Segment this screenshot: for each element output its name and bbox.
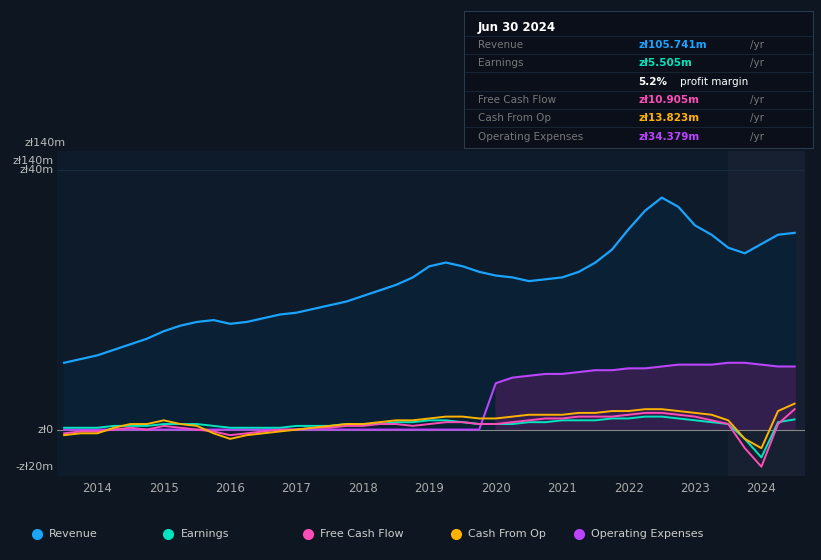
Text: Free Cash Flow: Free Cash Flow: [478, 95, 556, 105]
Text: zł13.823m: zł13.823m: [639, 113, 699, 123]
Text: /yr: /yr: [750, 132, 764, 142]
Text: profit margin: profit margin: [680, 77, 749, 87]
Text: Earnings: Earnings: [181, 529, 229, 539]
Text: Revenue: Revenue: [49, 529, 98, 539]
Text: -zł20m: -zł20m: [16, 461, 53, 472]
Text: Cash From Op: Cash From Op: [468, 529, 546, 539]
Text: /yr: /yr: [750, 95, 764, 105]
Text: Jun 30 2024: Jun 30 2024: [478, 21, 556, 34]
Text: zł140m: zł140m: [25, 138, 66, 148]
Text: 5.2%: 5.2%: [639, 77, 667, 87]
Text: /yr: /yr: [750, 58, 764, 68]
Text: zł5.505m: zł5.505m: [639, 58, 692, 68]
Text: zł140m: zł140m: [12, 156, 53, 166]
Text: zł34.379m: zł34.379m: [639, 132, 699, 142]
Text: zł40m: zł40m: [20, 165, 53, 175]
Text: /yr: /yr: [750, 113, 764, 123]
Bar: [728, 151, 805, 476]
Text: zł105.741m: zł105.741m: [639, 40, 707, 50]
Text: Operating Expenses: Operating Expenses: [478, 132, 583, 142]
Text: Free Cash Flow: Free Cash Flow: [320, 529, 404, 539]
Text: Operating Expenses: Operating Expenses: [591, 529, 704, 539]
Text: zł0: zł0: [38, 424, 53, 435]
Text: Revenue: Revenue: [478, 40, 523, 50]
Text: Earnings: Earnings: [478, 58, 523, 68]
Text: zł10.905m: zł10.905m: [639, 95, 699, 105]
Text: /yr: /yr: [750, 40, 764, 50]
Text: Cash From Op: Cash From Op: [478, 113, 551, 123]
